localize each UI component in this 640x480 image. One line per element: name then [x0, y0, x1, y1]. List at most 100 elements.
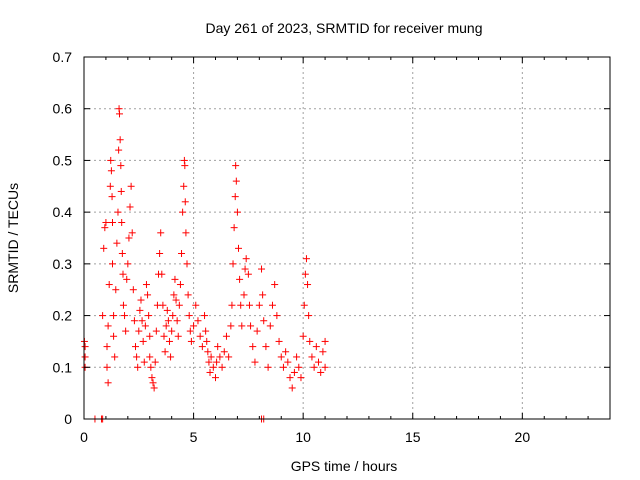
- data-point: [108, 218, 116, 226]
- data-point: [111, 353, 119, 361]
- data-point: [104, 379, 112, 387]
- data-point: [299, 332, 307, 340]
- data-point: [168, 327, 176, 335]
- y-tick-label: 0.6: [53, 101, 73, 117]
- data-point: [171, 275, 179, 283]
- data-point: [179, 208, 187, 216]
- data-point: [231, 193, 239, 201]
- data-point: [258, 265, 266, 273]
- data-point: [290, 368, 298, 376]
- data-point: [164, 317, 172, 325]
- data-point: [229, 260, 237, 268]
- data-point: [110, 312, 118, 320]
- data-point: [125, 234, 133, 242]
- data-point: [214, 343, 222, 351]
- data-point: [102, 218, 110, 226]
- data-point: [150, 384, 158, 392]
- data-point: [114, 208, 122, 216]
- data-point: [147, 363, 155, 371]
- data-point: [121, 312, 129, 320]
- data-point: [180, 182, 188, 190]
- data-point: [170, 291, 178, 299]
- data-point: [134, 363, 142, 371]
- data-point: [145, 312, 153, 320]
- data-point: [266, 322, 274, 330]
- x-tick-label: 20: [515, 429, 531, 445]
- data-point: [104, 322, 112, 330]
- data-point: [238, 322, 246, 330]
- data-point: [279, 363, 287, 371]
- y-tick-label: 0.2: [53, 308, 73, 324]
- data-point: [297, 374, 305, 382]
- data-point: [133, 353, 141, 361]
- data-point: [169, 312, 177, 320]
- data-point: [206, 368, 214, 376]
- data-point: [183, 260, 191, 268]
- data-point: [306, 337, 314, 345]
- data-point: [185, 312, 193, 320]
- data-point: [156, 250, 164, 258]
- y-tick-label: 0: [64, 411, 72, 427]
- data-point: [138, 317, 146, 325]
- data-point: [146, 332, 154, 340]
- data-point: [140, 358, 148, 366]
- data-point: [110, 332, 118, 340]
- data-point: [312, 343, 320, 351]
- data-point: [235, 244, 243, 252]
- data-point: [119, 270, 127, 278]
- data-point: [230, 224, 238, 232]
- data-point: [123, 275, 131, 283]
- data-point: [122, 327, 130, 335]
- data-point: [308, 353, 316, 361]
- data-point: [204, 348, 212, 356]
- data-point: [162, 322, 170, 330]
- data-point: [146, 353, 154, 361]
- data-point: [152, 327, 160, 335]
- plot-frame: [83, 56, 611, 420]
- data-point: [273, 312, 281, 320]
- data-point: [103, 363, 111, 371]
- data-point: [124, 260, 132, 268]
- data-point: [108, 193, 116, 201]
- data-point: [130, 317, 138, 325]
- data-point: [116, 136, 124, 144]
- data-point: [161, 348, 169, 356]
- data-point: [113, 239, 121, 247]
- data-point: [251, 358, 259, 366]
- data-point: [244, 270, 252, 278]
- data-point: [194, 317, 202, 325]
- data-point: [174, 332, 182, 340]
- y-tick-label: 0.4: [53, 204, 73, 220]
- data-point: [249, 343, 257, 351]
- data-point: [117, 187, 125, 195]
- data-point: [81, 353, 89, 361]
- data-point: [253, 327, 261, 335]
- data-point: [106, 182, 114, 190]
- data-point: [137, 296, 145, 304]
- data-point: [159, 301, 167, 309]
- data-point: [282, 348, 290, 356]
- data-point: [108, 260, 116, 268]
- data-point: [163, 306, 171, 314]
- y-tick-label: 0.5: [53, 152, 73, 168]
- data-point: [119, 301, 127, 309]
- data-point: [135, 327, 143, 335]
- data-point: [232, 177, 240, 185]
- x-axis-label: GPS time / hours: [291, 458, 398, 474]
- data-point: [237, 301, 245, 309]
- data-point: [222, 332, 230, 340]
- data-point: [182, 229, 190, 237]
- data-point: [295, 363, 303, 371]
- data-point: [128, 229, 136, 237]
- data-point: [126, 203, 134, 211]
- data-point: [255, 301, 263, 309]
- data-point: [245, 301, 253, 309]
- y-axis-label: SRMTID / TECUs: [5, 183, 21, 293]
- data-point: [271, 281, 279, 289]
- y-tick-label: 0.1: [53, 359, 73, 375]
- data-point: [225, 353, 233, 361]
- data-point: [192, 301, 200, 309]
- data-point: [176, 281, 184, 289]
- data-point: [301, 270, 309, 278]
